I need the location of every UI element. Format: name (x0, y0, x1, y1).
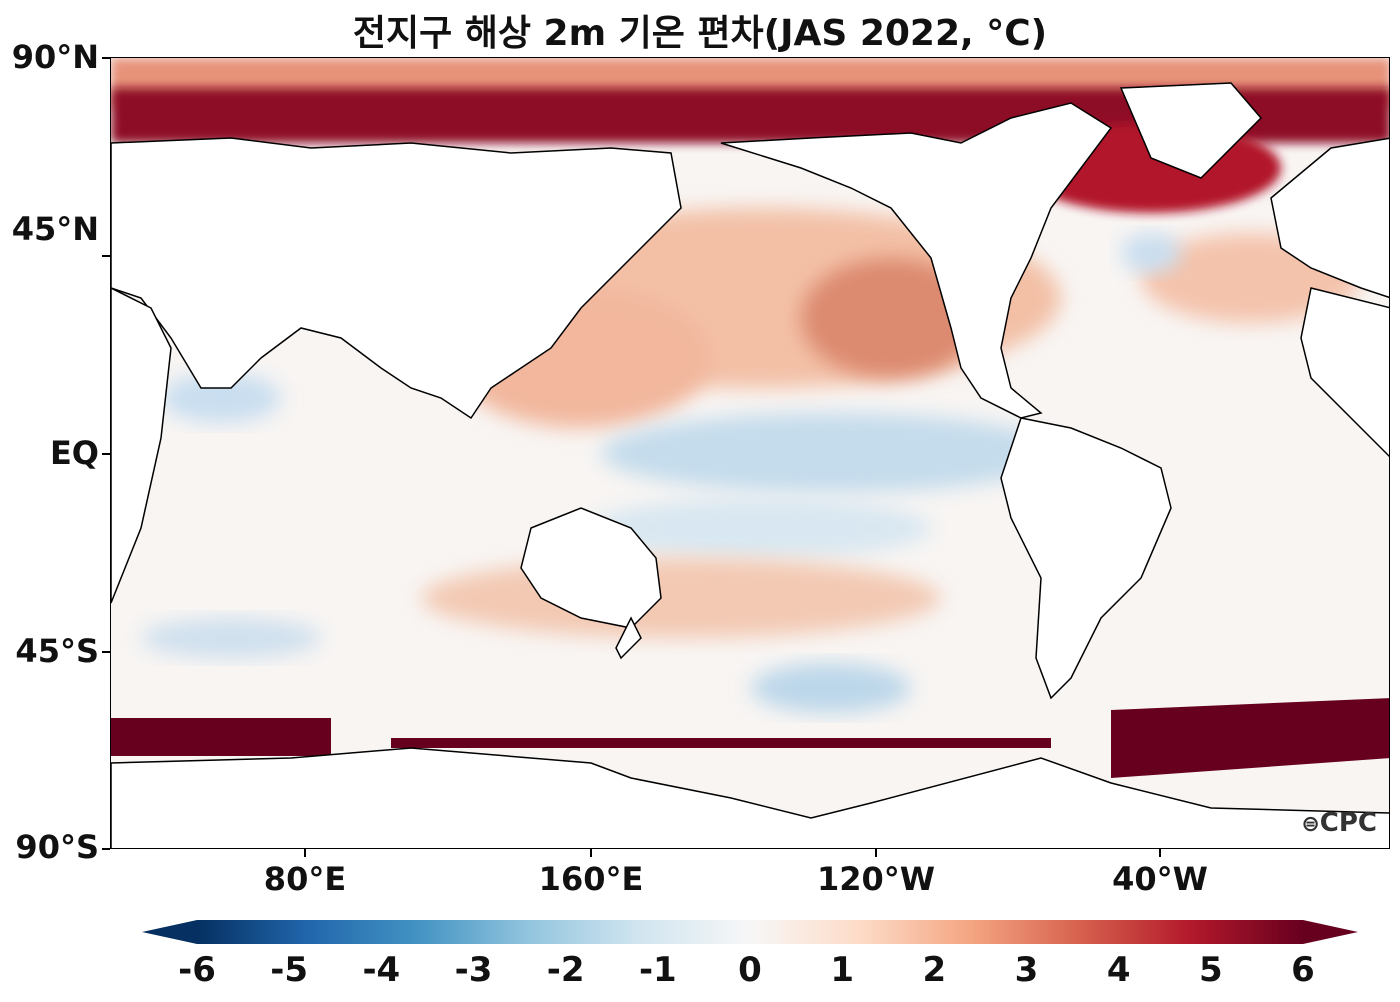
land-masses (111, 82, 1389, 848)
y-label-45s: 45°S (15, 632, 99, 670)
africa-land (111, 287, 172, 604)
x-tick (304, 849, 306, 857)
colorbar-tick-label: -4 (362, 950, 401, 990)
colorbar-tick-label: 3 (1014, 950, 1039, 990)
australia-land (520, 507, 662, 629)
south-indian-cool (141, 618, 321, 658)
y-label-90s: 90°S (15, 828, 99, 866)
y-tick (102, 255, 110, 257)
logo-mark-icon: ⊜ (1301, 812, 1320, 837)
y-label-45n: 45°N (11, 210, 99, 248)
y-tick (102, 651, 110, 653)
x-tick (875, 849, 877, 857)
x-label-160e: 160°E (538, 860, 644, 898)
x-tick (590, 849, 592, 857)
x-label-80e: 80°E (263, 860, 347, 898)
south-pacific-warm (421, 558, 941, 638)
colorbar-tick-label: 2 (922, 950, 947, 990)
colorbar-tick-label: -5 (270, 950, 309, 990)
northeast-pacific-warm (801, 258, 981, 378)
x-tick (1159, 849, 1161, 857)
logo-text: CPC (1319, 808, 1377, 838)
greenland-land (1119, 82, 1263, 179)
colorbar-tick-label: -6 (178, 950, 216, 990)
colorbar-tick-label: -2 (546, 950, 585, 990)
colorbar-tick-label: 4 (1106, 950, 1131, 990)
new-zealand-land (615, 616, 642, 660)
y-tick (102, 453, 110, 455)
europe-land (1270, 137, 1389, 299)
colorbar-tick-label: 6 (1291, 950, 1315, 990)
north-atlantic-cool (1121, 233, 1181, 273)
y-tick (102, 57, 110, 59)
y-label-90n: 90°N (11, 38, 99, 76)
antarctic-warm-pacific (391, 738, 1051, 748)
anomaly-map: ⊜CPC (110, 57, 1390, 849)
colorbar-tick-label: -1 (638, 950, 677, 990)
colorbar (142, 918, 1358, 946)
cpc-logo: ⊜CPC (1301, 808, 1377, 838)
southern-ocean-cool (751, 663, 911, 713)
map-canvas (111, 58, 1389, 848)
map-title: 전지구 해상 2m 기온 편차(JAS 2022, °C) (352, 13, 1048, 54)
south-america-land (1000, 417, 1172, 700)
colorbar-extend-high (1303, 920, 1358, 944)
north-america-land (720, 102, 1113, 419)
eurasia-land (111, 137, 682, 420)
colorbar-tick-label: 0 (738, 950, 762, 990)
south-pacific-cool (591, 498, 931, 558)
colorbar-gradient (197, 920, 1303, 944)
colorbar-tick-label: 1 (830, 950, 854, 990)
x-label-120w: 120°W (816, 860, 936, 898)
y-label-eq: EQ (49, 434, 99, 472)
antarctic-warm-west (111, 718, 331, 756)
colorbar-extend-low (142, 920, 197, 944)
colorbar-tick-label: 5 (1198, 950, 1223, 990)
tropical-pacific-cool (601, 413, 1061, 493)
arabian-sea-cool (161, 373, 281, 423)
antarctica-land (111, 747, 1389, 848)
y-tick (102, 848, 110, 850)
west-africa-land (1300, 287, 1389, 458)
colorbar-svg (142, 920, 1358, 944)
x-label-40w: 40°W (1112, 860, 1208, 898)
antarctic-warm-atlantic (1111, 698, 1389, 778)
colorbar-tick-label: -3 (454, 950, 493, 990)
